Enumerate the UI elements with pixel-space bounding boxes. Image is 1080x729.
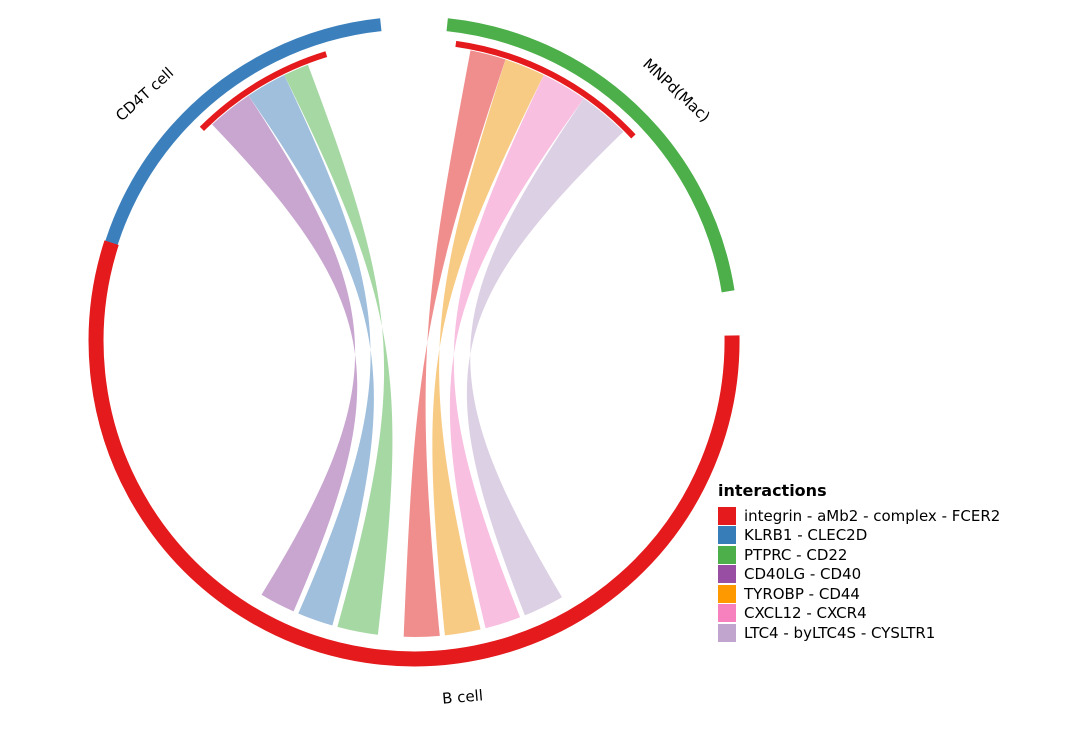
legend-items: integrin - aMb2 - complex - FCER2 KLRB1 -… — [718, 506, 1000, 643]
legend-item-label: integrin - aMb2 - complex - FCER2 — [744, 506, 1001, 525]
source-marker-cd4t — [199, 51, 328, 132]
ribbon-cxcl12-cxcr4 — [449, 75, 584, 629]
ribbon-ltc4-byltc4s-cysltr1 — [466, 98, 624, 616]
legend-swatch — [718, 526, 736, 545]
legend-item: LTC4 - byLTC4S - CYSLTR1 — [718, 623, 1000, 643]
legend-item-label: CXCL12 - CXCR4 — [744, 604, 867, 623]
legend-item-label: LTC4 - byLTC4S - CYSLTR1 — [744, 623, 936, 642]
ribbon-klrb1-clec2d — [248, 75, 374, 626]
segment-label-bcell: B cell — [441, 686, 483, 707]
legend-title: interactions — [718, 481, 827, 500]
ribbon-ltc4-byltc4s-cysltr1 — [212, 95, 358, 612]
legend-item-label: TYROBP - CD44 — [744, 584, 860, 603]
legend-item-label: KLRB1 - CLEC2D — [744, 526, 868, 545]
legend-item: PTPRC - CD22 — [718, 545, 1000, 565]
ribbon-integrin-amb2-complex-fcer2 — [403, 50, 506, 637]
legend-item: TYROBP - CD44 — [718, 584, 1000, 604]
segment-arc-bcell — [88, 240, 740, 667]
segment-label-cd4t: CD4T cell — [112, 64, 177, 125]
legend-item: CD40LG - CD40 — [718, 565, 1000, 585]
legend-item: CXCL12 - CXCR4 — [718, 604, 1000, 624]
segment-label-mnp: MNPd(Mac) — [639, 55, 713, 126]
segment-arc-mnp — [446, 18, 735, 293]
legend: interactions integrin - aMb2 - complex -… — [718, 481, 1000, 643]
ribbon-tyrobp-cd44 — [432, 59, 544, 636]
legend-item: KLRB1 - CLEC2D — [718, 526, 1000, 546]
ribbon-ptprc-cd22 — [284, 64, 393, 635]
legend-item: integrin - aMb2 - complex - FCER2 — [718, 506, 1000, 526]
legend-swatch — [718, 623, 736, 642]
legend-item-label: PTPRC - CD22 — [744, 545, 848, 564]
legend-swatch — [718, 506, 736, 525]
legend-swatch — [718, 584, 736, 603]
legend-swatch — [718, 545, 736, 564]
ribbons-layer — [212, 50, 624, 637]
legend-swatch — [718, 604, 736, 623]
source-marker-mnp — [455, 40, 636, 139]
arcs-layer — [88, 18, 740, 667]
legend-item-label: CD40LG - CD40 — [744, 565, 862, 584]
source-markers-layer — [199, 40, 636, 139]
legend-swatch — [718, 565, 736, 584]
